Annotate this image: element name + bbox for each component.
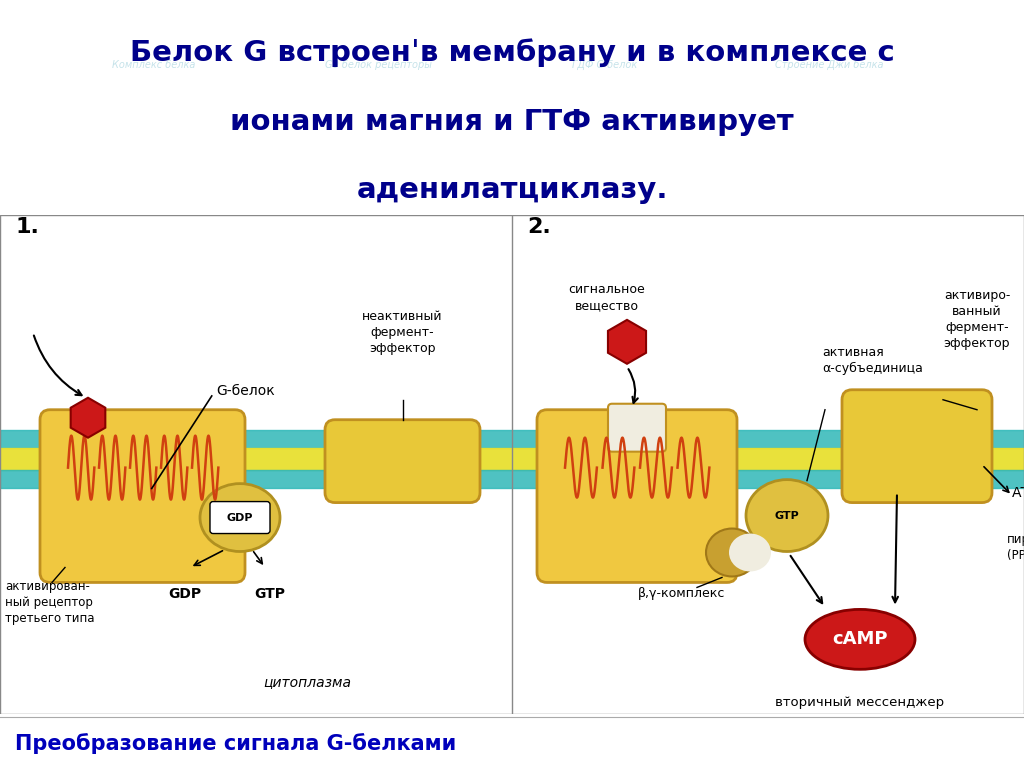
- Text: ионами магния и ГТФ активирует: ионами магния и ГТФ активирует: [230, 108, 794, 135]
- Text: β,γ-комплекс: β,γ-комплекс: [638, 588, 726, 601]
- FancyBboxPatch shape: [842, 389, 992, 502]
- Text: G-белок: G-белок: [216, 384, 274, 398]
- FancyBboxPatch shape: [608, 404, 666, 452]
- Text: ГДФ G белок: ГДФ G белок: [571, 59, 637, 70]
- Ellipse shape: [746, 479, 828, 551]
- Text: Комплекс белка: Комплекс белка: [112, 59, 196, 70]
- Text: Белок G встроенˈв мембрану и в комплексе с: Белок G встроенˈв мембрану и в комплексе…: [130, 38, 894, 68]
- Text: активирован-
ный рецептор
третьего типа: активирован- ный рецептор третьего типа: [5, 581, 94, 625]
- Text: Строение Джи белка: Строение Джи белка: [775, 59, 884, 70]
- Text: цитоплазма: цитоплазма: [263, 675, 351, 690]
- Ellipse shape: [706, 528, 758, 577]
- FancyBboxPatch shape: [40, 410, 245, 582]
- Text: неактивный
фермент-
эффектор: неактивный фермент- эффектор: [362, 310, 442, 355]
- Text: 2.: 2.: [527, 217, 551, 237]
- Text: сигнальное
вещество: сигнальное вещество: [568, 283, 645, 312]
- Text: GTP: GTP: [774, 511, 800, 521]
- FancyBboxPatch shape: [325, 419, 480, 502]
- Text: аденилатциклазу.: аденилатциклазу.: [356, 177, 668, 204]
- Text: Преобразование сигнала G-белками: Преобразование сигнала G-белками: [15, 733, 457, 754]
- Text: GDP: GDP: [168, 588, 202, 601]
- Text: GDP: GDP: [226, 512, 253, 522]
- Text: cAMP: cAMP: [833, 631, 888, 648]
- Text: GTP: GTP: [255, 588, 286, 601]
- Text: АТР: АТР: [1012, 485, 1024, 500]
- Text: пирофосфат
(РРi): пирофосфат (РРi): [1007, 532, 1024, 561]
- Ellipse shape: [729, 534, 771, 571]
- Ellipse shape: [805, 610, 915, 669]
- Text: 1.: 1.: [15, 217, 39, 237]
- Text: вторичный мессенджер: вторичный мессенджер: [775, 697, 944, 710]
- Ellipse shape: [200, 484, 280, 551]
- FancyBboxPatch shape: [537, 410, 737, 582]
- Text: G0 белок рецепторы: G0 белок рецепторы: [326, 59, 432, 70]
- Text: активная
α-субъединица: активная α-субъединица: [822, 346, 923, 375]
- FancyBboxPatch shape: [210, 502, 270, 534]
- Text: активиро-
ванный
фермент-
эффектор: активиро- ванный фермент- эффектор: [944, 289, 1011, 349]
